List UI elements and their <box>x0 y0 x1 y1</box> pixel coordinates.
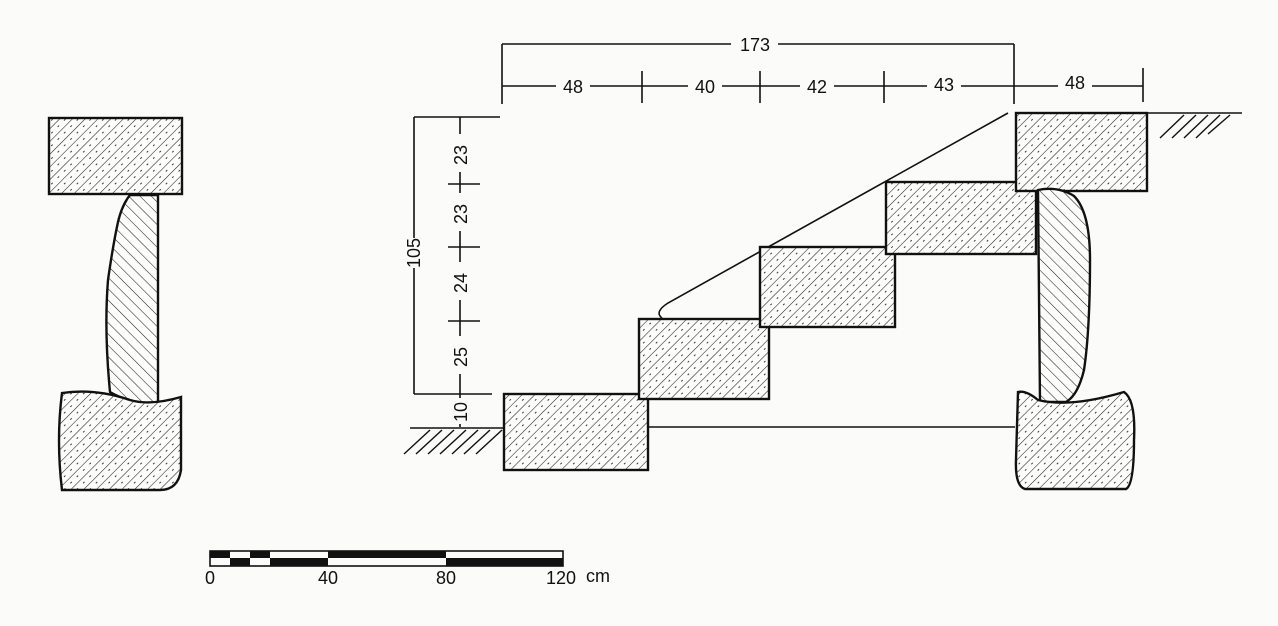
top-block <box>47 116 184 196</box>
step-block-4 <box>884 180 1038 256</box>
dim-horizontal-5: 48 <box>1065 73 1085 93</box>
bottom-block <box>57 390 183 492</box>
bottom-right-stone <box>1014 390 1136 491</box>
dim-vertical-1: 23 <box>451 145 471 165</box>
step-block-2 <box>637 317 771 401</box>
ground-left <box>403 427 504 455</box>
scale-label-40: 40 <box>318 568 338 588</box>
vertical-dimension-group: 105 23 23 24 25 10 <box>404 116 500 427</box>
dim-horizontal-4: 43 <box>934 75 954 95</box>
step-block-3 <box>758 245 897 329</box>
dim-vertical-4: 25 <box>451 347 471 367</box>
dim-horizontal-3: 42 <box>807 77 827 97</box>
scale-label-120: 120 <box>546 568 576 588</box>
dim-vertical-5: 10 <box>451 402 471 422</box>
scale-label-0: 0 <box>205 568 215 588</box>
dim-total-horizontal: 173 <box>740 35 770 55</box>
dim-total-vertical: 105 <box>404 238 424 268</box>
dim-horizontal-1: 48 <box>563 77 583 97</box>
step-block-top <box>1014 111 1149 193</box>
dim-vertical-3: 24 <box>451 273 471 293</box>
horizontal-dimension-group: 173 48 40 42 43 48 <box>501 35 1144 104</box>
scale-bar: 0 40 80 120 cm <box>205 550 610 588</box>
staircase-elevation: 173 48 40 42 43 48 105 <box>403 35 1242 491</box>
dim-vertical-2: 23 <box>451 204 471 224</box>
pillar-stone <box>105 193 160 407</box>
scale-unit: cm <box>586 566 610 586</box>
ground-right <box>1146 112 1242 139</box>
scale-label-80: 80 <box>436 568 456 588</box>
dim-horizontal-2: 40 <box>695 77 715 97</box>
step-block-1 <box>502 392 650 472</box>
support-stone <box>1036 187 1092 404</box>
section-view <box>47 116 184 492</box>
stringer-line <box>658 112 1009 319</box>
